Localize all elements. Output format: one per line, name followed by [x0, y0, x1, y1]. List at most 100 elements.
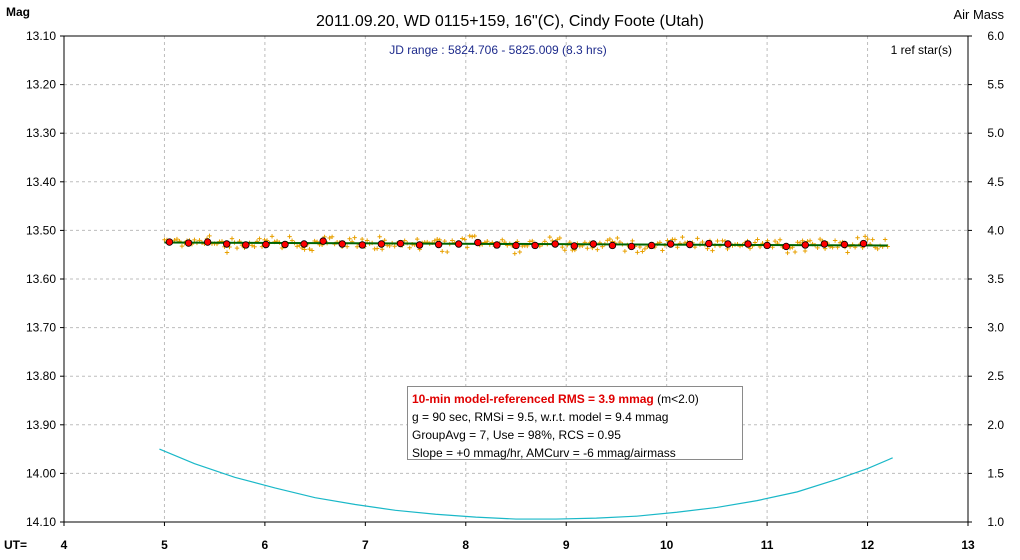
raw-point — [605, 238, 610, 243]
raw-point — [530, 238, 535, 244]
raw-point — [329, 234, 335, 239]
raw-point — [207, 233, 212, 239]
raw-point — [440, 249, 445, 254]
group-avg-point — [570, 242, 578, 250]
x-tick-label: 12 — [861, 538, 875, 552]
ref-stars-label: 1 ref star(s) — [891, 43, 952, 57]
raw-point — [364, 238, 370, 243]
raw-point — [287, 234, 292, 239]
raw-point — [795, 240, 800, 245]
raw-point — [377, 234, 382, 239]
y-right-tick-label: 5.5 — [987, 78, 1004, 92]
y-left-tick-label: 14.00 — [26, 466, 56, 480]
raw-point — [309, 248, 315, 253]
group-avg-point — [782, 242, 790, 251]
y-right-tick-label: 2.0 — [987, 418, 1004, 432]
stats-box: 10-min model-referenced RMS = 3.9 mmag (… — [407, 386, 743, 460]
raw-point — [347, 236, 352, 241]
raw-point — [862, 234, 868, 239]
group-avg-point — [165, 238, 174, 246]
y-left-tick-label: 13.50 — [26, 223, 56, 237]
raw-point — [637, 244, 643, 250]
rms-highlight: 10-min model-referenced RMS = 3.9 mmag — [412, 392, 654, 406]
raw-point — [352, 235, 357, 240]
raw-point — [557, 235, 563, 241]
x-tick-label: 11 — [761, 538, 774, 552]
tick-marks — [60, 35, 972, 526]
y-left-tick-label: 13.70 — [26, 321, 56, 335]
x-axis-prefix: UT= — [4, 538, 27, 552]
raw-point — [174, 236, 180, 242]
raw-point — [467, 233, 472, 239]
group-avg-point — [820, 240, 829, 248]
group-avg-point — [724, 240, 732, 248]
raw-point — [547, 234, 553, 240]
raw-point — [257, 236, 262, 241]
raw-point — [359, 236, 365, 242]
raw-point — [179, 243, 185, 249]
raw-point — [229, 236, 235, 241]
raw-point — [224, 250, 230, 255]
y-left-tick-label: 13.30 — [26, 126, 56, 140]
y-left-tick-label: 13.20 — [26, 78, 56, 92]
rms-condition: (m<2.0) — [653, 392, 699, 406]
group-avg-point — [281, 240, 289, 249]
group-avg-point — [262, 240, 270, 249]
x-tick-label: 13 — [961, 538, 975, 552]
raw-point — [680, 234, 685, 240]
group-avg-point — [801, 241, 809, 249]
raw-point — [710, 248, 715, 253]
raw-point — [855, 235, 860, 240]
raw-point — [344, 244, 350, 249]
raw-point — [462, 237, 467, 242]
raw-point — [354, 244, 360, 249]
raw-point — [407, 245, 412, 250]
y-left-tick-label: 13.60 — [26, 272, 56, 286]
group-avg-point — [223, 240, 231, 248]
group-avg-point — [338, 240, 346, 248]
raw-point — [234, 245, 240, 251]
raw-point — [485, 239, 490, 244]
y-left-tick-label: 14.10 — [26, 515, 56, 529]
raw-point — [512, 251, 517, 256]
y-left-tick-label: 13.40 — [26, 175, 56, 189]
x-tick-label: 5 — [161, 538, 168, 552]
raw-point — [642, 246, 648, 252]
y-right-tick-label: 5.0 — [987, 126, 1004, 140]
raw-point — [192, 237, 197, 243]
y-left-tick-label: 13.80 — [26, 369, 56, 383]
raw-point — [630, 238, 635, 244]
raw-point — [379, 247, 385, 252]
raw-point — [327, 235, 332, 241]
raw-point — [307, 246, 312, 252]
group-avg-point — [647, 241, 656, 250]
raw-point — [560, 244, 565, 250]
raw-point — [635, 250, 640, 255]
raw-point — [660, 248, 665, 253]
raw-point — [562, 248, 568, 253]
group-avg-point — [474, 238, 482, 247]
raw-point — [622, 248, 628, 254]
group-avg-point — [377, 240, 386, 248]
raw-point — [382, 238, 387, 243]
raw-point — [517, 249, 522, 255]
grid-lines — [64, 36, 968, 522]
raw-point — [595, 247, 600, 252]
group-avg-point — [512, 241, 520, 250]
group-avg-point — [666, 240, 675, 248]
stats-line-groupavg: GroupAvg = 7, Use = 98%, RCS = 0.95 — [412, 428, 621, 442]
raw-point — [792, 249, 798, 255]
group-avg-point — [242, 241, 250, 249]
raw-point — [460, 236, 465, 241]
raw-point — [870, 237, 875, 242]
y-right-tick-label: 6.0 — [987, 29, 1004, 43]
y-left-tick-label: 13.90 — [26, 418, 56, 432]
raw-point — [615, 235, 620, 241]
stats-line-slope: Slope = +0 mmag/hr, AMCurv = -6 mmag/air… — [412, 446, 676, 460]
raw-point — [442, 238, 447, 244]
y-left-axis-label: Mag — [6, 5, 30, 19]
group-avg-point — [840, 240, 849, 249]
group-avg-point — [300, 240, 308, 248]
raw-point — [470, 234, 475, 239]
raw-point — [252, 244, 257, 249]
